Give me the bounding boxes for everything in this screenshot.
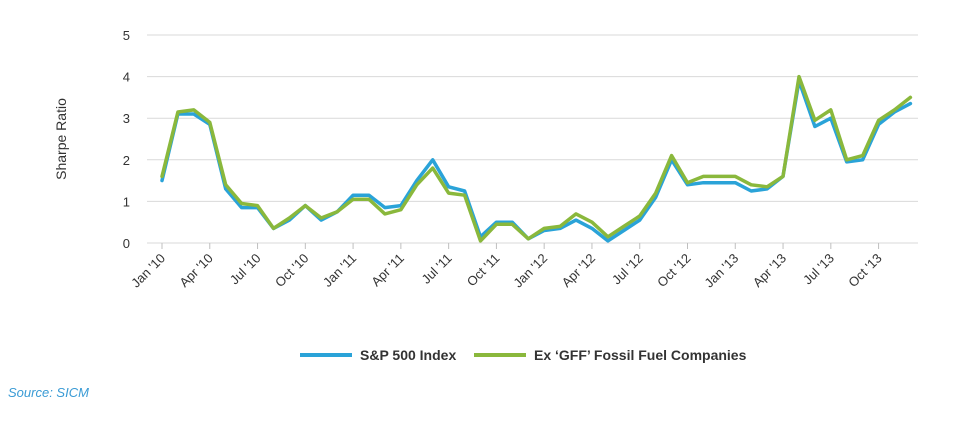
x-tick-label: Oct '12 xyxy=(654,251,693,290)
x-tick-label: Jul '11 xyxy=(419,251,455,287)
legend: S&P 500 Index Ex ‘GFF’ Fossil Fuel Compan… xyxy=(300,347,747,363)
series-line-ex-gff xyxy=(160,74,913,243)
x-tick-label: Oct '10 xyxy=(272,251,311,290)
x-tick-label: Jan '10 xyxy=(128,251,168,291)
y-axis-ticks: 0 1 2 3 4 5 xyxy=(123,28,130,251)
y-axis-title: Sharpe Ratio xyxy=(53,98,69,180)
series-lines xyxy=(160,74,913,243)
x-tick-label: Oct '11 xyxy=(464,251,503,290)
legend-label: S&P 500 Index xyxy=(360,347,456,363)
x-tick-label: Apr '12 xyxy=(559,251,598,290)
y-tick-label: 3 xyxy=(123,111,130,126)
x-tick-label: Jan '13 xyxy=(701,251,741,291)
x-tick-label: Apr '13 xyxy=(750,251,789,290)
x-tick-label: Oct '13 xyxy=(845,251,884,290)
x-tick-label: Jan '12 xyxy=(510,251,550,291)
y-tick-label: 5 xyxy=(123,28,130,43)
y-tick-label: 4 xyxy=(123,70,130,85)
x-tick-label: Jul '12 xyxy=(609,251,646,288)
series-line-sp500 xyxy=(160,79,913,243)
y-tick-label: 0 xyxy=(123,236,130,251)
x-tick-label: Jul '13 xyxy=(800,251,837,288)
y-tick-label: 1 xyxy=(123,194,130,209)
x-tick-label: Apr '11 xyxy=(368,251,407,290)
x-tick-label: Jul '10 xyxy=(227,251,264,288)
gridlines xyxy=(147,34,918,244)
x-tick-label: Jan '11 xyxy=(320,251,359,290)
y-tick-label: 2 xyxy=(123,153,130,168)
source-note: Source: SICM xyxy=(8,385,89,400)
x-tick-label: Apr '10 xyxy=(176,251,215,290)
legend-label: Ex ‘GFF’ Fossil Fuel Companies xyxy=(534,347,747,363)
x-axis-ticks: Jan '10 Apr '10 Jul '10 Oct '10 Jan '11 Apr '… xyxy=(128,243,885,290)
